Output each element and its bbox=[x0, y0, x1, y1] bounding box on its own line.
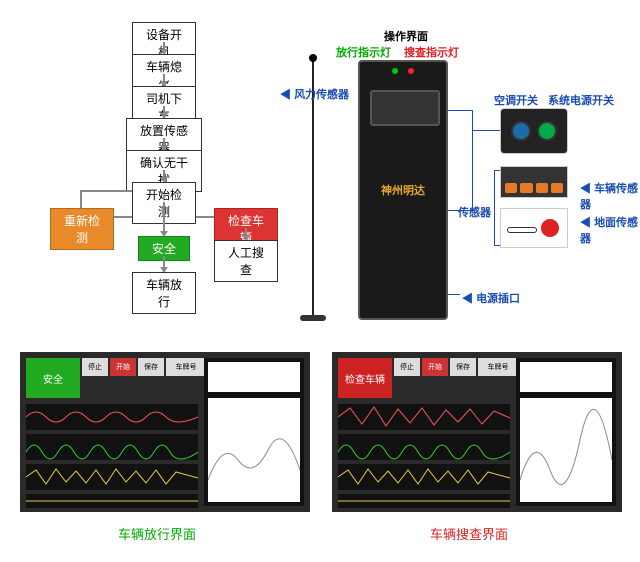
label-car-sensor: ◀ 车辆传感器 bbox=[580, 180, 640, 212]
cabinet-brand: 神州明达 bbox=[360, 182, 446, 198]
btn[interactable]: 保存 bbox=[450, 358, 476, 376]
comp-car-sensors bbox=[500, 166, 568, 198]
panel-controls bbox=[208, 362, 300, 392]
cabinet-screen bbox=[370, 90, 440, 126]
caption-pass: 车辆放行界面 bbox=[118, 524, 196, 543]
flow-node: 车辆放行 bbox=[132, 272, 196, 314]
ground-sensor-icon bbox=[541, 219, 559, 237]
comp-ground-sensor bbox=[500, 208, 568, 248]
connector bbox=[448, 210, 472, 211]
side-panel bbox=[516, 358, 616, 506]
waveform bbox=[26, 404, 198, 430]
pass-led-icon bbox=[392, 68, 398, 74]
search-led-icon bbox=[408, 68, 414, 74]
side-panel bbox=[204, 358, 304, 506]
status-badge-safe: 安全 bbox=[26, 358, 80, 398]
btn[interactable]: 停止 bbox=[394, 358, 420, 376]
btn[interactable]: 停止 bbox=[82, 358, 108, 376]
cabinet: 神州明达 bbox=[358, 60, 448, 320]
waveform bbox=[26, 434, 198, 460]
status-badge-inspect: 检查车辆 bbox=[338, 358, 392, 398]
label-sys-power: 系统电源开关 bbox=[548, 92, 614, 108]
flow-arrow bbox=[163, 138, 165, 146]
flow-arrow bbox=[163, 170, 165, 178]
waveform bbox=[26, 464, 198, 490]
connector bbox=[448, 294, 460, 295]
flow-arrow bbox=[196, 216, 214, 218]
label-power-outlet: ◀ 电源插口 bbox=[462, 290, 520, 306]
label-sensor: 传感器 bbox=[458, 204, 491, 220]
waveform bbox=[338, 464, 510, 490]
caption-inspect: 车辆搜查界面 bbox=[430, 524, 508, 543]
connector bbox=[472, 110, 473, 210]
flow-arrow bbox=[163, 202, 165, 232]
waveform bbox=[338, 494, 510, 508]
btn[interactable]: 保存 bbox=[138, 358, 164, 376]
label-ac-switch: 空调开关 bbox=[494, 92, 538, 108]
flow-node-retry: 重新检测 bbox=[50, 208, 114, 250]
connector bbox=[448, 110, 472, 111]
btn[interactable]: 车牌号 bbox=[478, 358, 518, 376]
bracket bbox=[494, 170, 500, 246]
ac-knob-icon bbox=[511, 121, 531, 141]
flow-arrow bbox=[80, 190, 132, 192]
panel-controls bbox=[520, 362, 612, 392]
label-op-ui: 操作界面 bbox=[384, 28, 428, 44]
panel-chart bbox=[520, 398, 612, 502]
power-knob-icon bbox=[537, 121, 557, 141]
screenshot-pass: 安全 停止 开始 保存 车牌号 bbox=[20, 352, 310, 512]
label-ground-sensor: ◀ 地面传感器 bbox=[580, 214, 640, 246]
label-pass-led: 放行指示灯 bbox=[336, 44, 391, 60]
btn[interactable]: 开始 bbox=[422, 358, 448, 376]
label-wind-sensor: ◀ 风力传感器 bbox=[280, 86, 349, 102]
waveform bbox=[338, 434, 510, 460]
waveform bbox=[338, 404, 510, 430]
comp-switches bbox=[500, 108, 568, 154]
waveform bbox=[26, 494, 198, 508]
flow-arrow bbox=[163, 74, 165, 82]
flow-arrow bbox=[163, 256, 165, 268]
flow-arrow bbox=[80, 190, 82, 208]
flow-arrow bbox=[114, 216, 132, 218]
flow-node: 人工搜查 bbox=[214, 240, 278, 282]
screenshot-inspect: 检查车辆 停止 开始 保存 车牌号 bbox=[332, 352, 622, 512]
panel-chart bbox=[208, 398, 300, 502]
flow-arrow bbox=[245, 228, 247, 236]
flow-arrow bbox=[163, 42, 165, 50]
btn[interactable]: 开始 bbox=[110, 358, 136, 376]
cabinet-leds bbox=[360, 68, 446, 74]
label-search-led: 搜查指示灯 bbox=[404, 44, 459, 60]
connector bbox=[472, 130, 500, 131]
btn[interactable]: 车牌号 bbox=[166, 358, 206, 376]
cable-icon bbox=[507, 227, 537, 233]
flow-arrow bbox=[163, 106, 165, 114]
